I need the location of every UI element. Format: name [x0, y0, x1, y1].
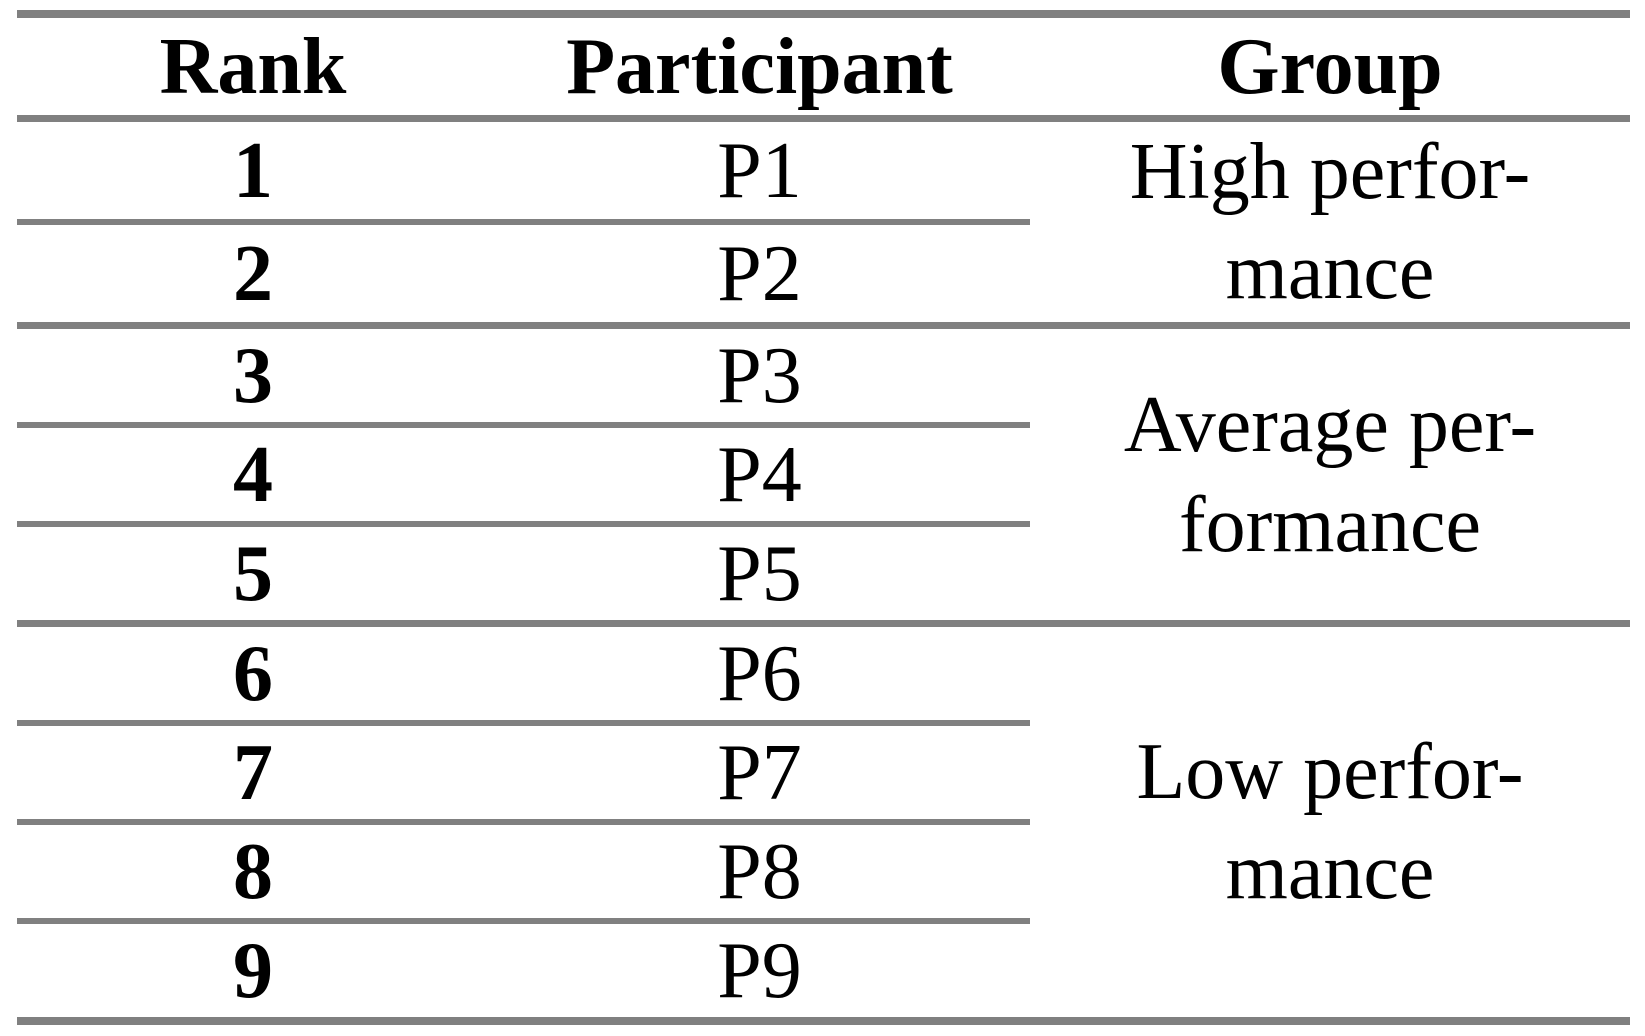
column-header-rank: Rank [17, 14, 489, 122]
group-cell-high-performance: High perfor- mance [1030, 118, 1630, 329]
rank-cell: 6 [17, 623, 489, 726]
participant-cell: P1 [489, 118, 1030, 225]
rank-cell: 5 [17, 524, 489, 627]
participant-ranking-table: Rank Participant Group 1 P1 High perfor-… [17, 10, 1630, 1025]
table-row: 2 P2 [17, 222, 1630, 329]
participant-cell: P2 [489, 222, 1030, 329]
group-cell-low-performance: Low perfor- mance [1030, 623, 1630, 1025]
rank-cell: 3 [17, 325, 489, 428]
participant-cell: P9 [717, 926, 802, 1015]
table-row: 3 P3 Average per- formance [17, 325, 1630, 627]
table-row: 9 P9 [17, 921, 1630, 1021]
rank-cell: 9 [233, 926, 273, 1015]
table-row: 7 P7 [17, 723, 1630, 825]
group-cell-average-performance: Average per- formance [1030, 325, 1630, 627]
table-row: 5 P5 [17, 524, 1630, 627]
table-row: 6 P6 Low perfor- mance [17, 623, 1630, 1025]
rank-cell: 7 [17, 723, 489, 825]
participant-cell: P5 [489, 524, 1030, 627]
table-row: 1 P1 High perfor- mance [17, 118, 1630, 329]
table-row: 8 P8 [17, 822, 1630, 924]
participant-cell: P4 [489, 425, 1030, 527]
rank-cell: 1 [17, 118, 489, 225]
header-row: Rank Participant Group [17, 14, 1630, 122]
column-header-group: Group [1030, 14, 1630, 122]
participant-cell: P6 [489, 623, 1030, 726]
column-header-participant: Participant [489, 14, 1030, 122]
rank-cell: 2 [17, 222, 489, 329]
rank-cell: 8 [17, 822, 489, 924]
participant-cell: P7 [489, 723, 1030, 825]
participant-cell: P3 [489, 325, 1030, 428]
participant-cell: P8 [489, 822, 1030, 924]
table-row: 4 P4 [17, 425, 1630, 527]
rank-cell: 4 [17, 425, 489, 527]
